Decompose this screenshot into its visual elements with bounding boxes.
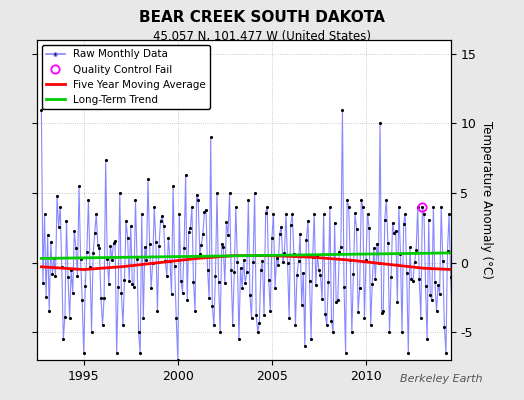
Text: BEAR CREEK SOUTH DAKOTA: BEAR CREEK SOUTH DAKOTA — [139, 10, 385, 25]
Y-axis label: Temperature Anomaly (°C): Temperature Anomaly (°C) — [480, 121, 493, 279]
Text: Berkeley Earth: Berkeley Earth — [400, 374, 482, 384]
Text: 45.057 N, 101.477 W (United States): 45.057 N, 101.477 W (United States) — [153, 30, 371, 43]
Legend: Raw Monthly Data, Quality Control Fail, Five Year Moving Average, Long-Term Tren: Raw Monthly Data, Quality Control Fail, … — [42, 45, 210, 109]
